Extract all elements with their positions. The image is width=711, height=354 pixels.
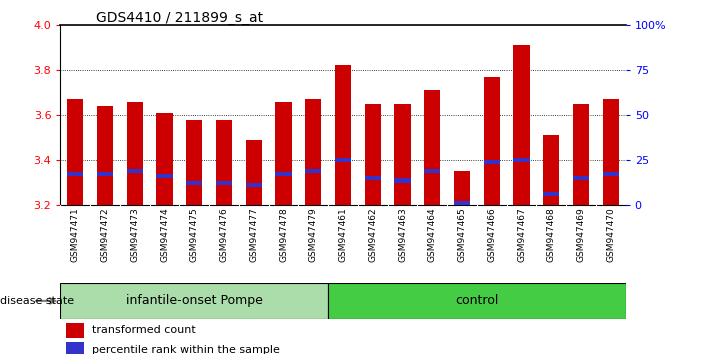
Text: GSM947472: GSM947472	[100, 208, 109, 262]
Bar	[543, 192, 560, 196]
Text: GSM947473: GSM947473	[130, 208, 139, 262]
Text: control: control	[455, 295, 498, 307]
Bar	[305, 99, 321, 205]
Bar	[454, 201, 470, 205]
Bar	[275, 172, 292, 176]
Bar	[573, 104, 589, 205]
Bar	[127, 102, 143, 205]
Bar	[365, 176, 381, 180]
Text: transformed count: transformed count	[92, 325, 196, 336]
Text: infantile-onset Pompe: infantile-onset Pompe	[126, 295, 263, 307]
Text: GSM947463: GSM947463	[398, 208, 407, 262]
Bar	[513, 45, 530, 205]
Bar	[513, 158, 530, 162]
Text: GSM947464: GSM947464	[428, 208, 437, 262]
Text: GSM947479: GSM947479	[309, 208, 318, 262]
Bar	[275, 102, 292, 205]
Text: disease state: disease state	[0, 296, 74, 306]
Bar	[424, 170, 441, 173]
Bar	[245, 183, 262, 187]
Text: GSM947474: GSM947474	[160, 208, 169, 262]
Text: GSM947477: GSM947477	[250, 208, 258, 262]
Bar	[454, 171, 470, 205]
Bar	[365, 104, 381, 205]
Text: GSM947478: GSM947478	[279, 208, 288, 262]
Bar	[186, 181, 203, 185]
Bar	[156, 113, 173, 205]
Text: GSM947465: GSM947465	[458, 208, 466, 262]
Text: GSM947466: GSM947466	[487, 208, 496, 262]
Bar	[97, 172, 113, 176]
Bar	[156, 174, 173, 178]
Text: GSM947461: GSM947461	[338, 208, 348, 262]
Bar	[127, 170, 143, 173]
Text: GSM947471: GSM947471	[71, 208, 80, 262]
Text: GSM947470: GSM947470	[606, 208, 615, 262]
Bar	[424, 90, 441, 205]
Bar	[603, 99, 619, 205]
Bar	[335, 158, 351, 162]
Bar	[216, 181, 232, 185]
Text: percentile rank within the sample: percentile rank within the sample	[92, 344, 280, 354]
Bar	[395, 178, 411, 183]
Bar	[216, 120, 232, 205]
Bar	[543, 135, 560, 205]
Bar	[67, 99, 83, 205]
Bar	[335, 65, 351, 205]
Text: GDS4410 / 211899_s_at: GDS4410 / 211899_s_at	[96, 11, 263, 25]
Text: GSM947462: GSM947462	[368, 208, 378, 262]
FancyBboxPatch shape	[60, 283, 328, 319]
FancyBboxPatch shape	[328, 283, 626, 319]
Bar	[67, 172, 83, 176]
Bar	[573, 176, 589, 180]
Bar	[483, 77, 500, 205]
Text: GSM947469: GSM947469	[577, 208, 586, 262]
Bar	[66, 323, 84, 338]
Bar	[483, 160, 500, 165]
Text: GSM947468: GSM947468	[547, 208, 556, 262]
Bar	[186, 120, 203, 205]
Text: GSM947475: GSM947475	[190, 208, 199, 262]
Bar	[395, 104, 411, 205]
Text: GSM947467: GSM947467	[517, 208, 526, 262]
Bar	[245, 140, 262, 205]
Bar	[66, 342, 84, 354]
Bar	[305, 170, 321, 173]
Bar	[603, 172, 619, 176]
Text: GSM947476: GSM947476	[220, 208, 228, 262]
Bar	[97, 106, 113, 205]
